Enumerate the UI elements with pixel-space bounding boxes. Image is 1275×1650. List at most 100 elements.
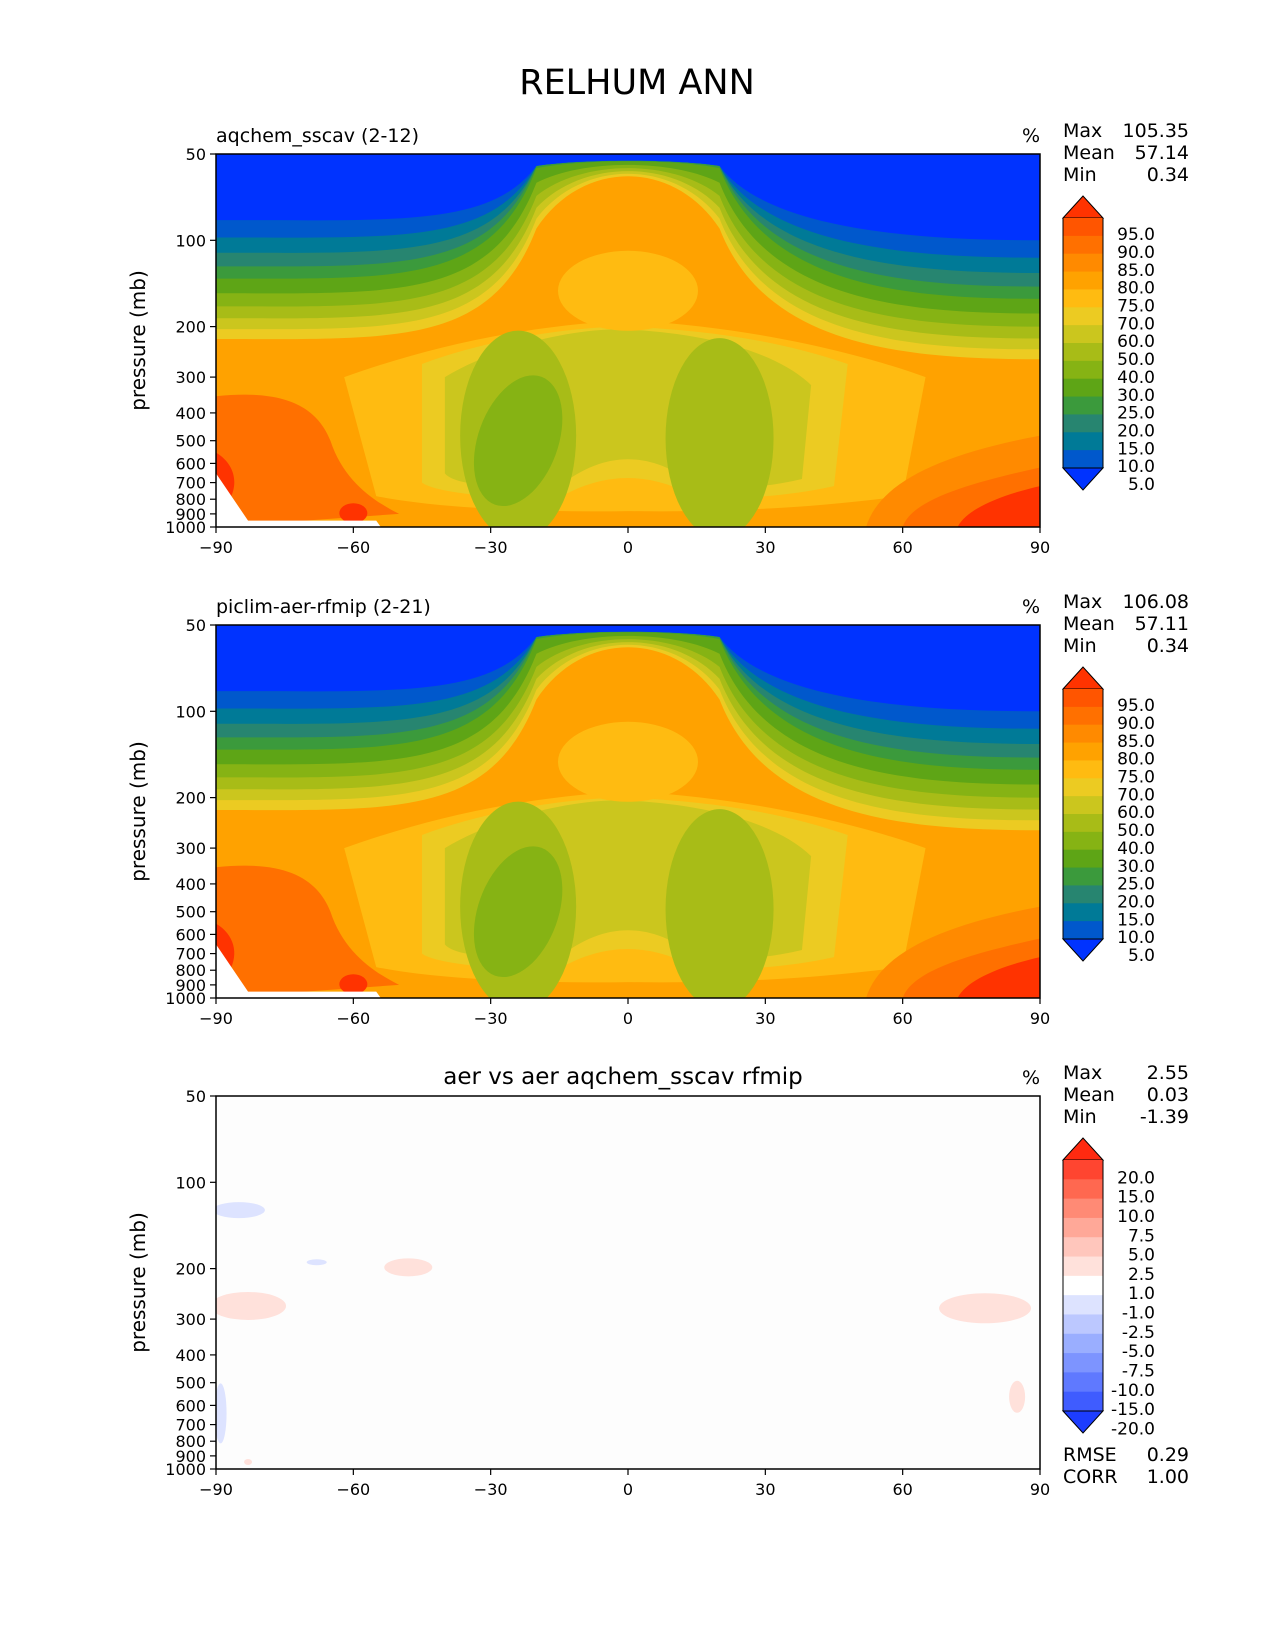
colorbar-extend-bottom: [1061, 1410, 1105, 1434]
y-tick-label: 200: [175, 318, 206, 337]
diff-patch-pos: [939, 1293, 1032, 1324]
colorbar-label: 80.0: [1117, 750, 1155, 770]
y-tick-label: 400: [175, 875, 206, 894]
y-tick-label: 1000: [165, 989, 206, 1008]
units-label: %: [1022, 1067, 1040, 1089]
panel-title: aer vs aer aqchem_sscav rfmip: [443, 1064, 802, 1090]
x-tick-label: 60: [892, 1480, 912, 1499]
colorbar-cell: [1063, 1237, 1103, 1258]
colorbar-cell: [1063, 689, 1103, 708]
colorbar-label: -10.0: [1111, 1381, 1155, 1401]
units-label: %: [1022, 125, 1040, 147]
y-tick-label: 50: [186, 616, 206, 635]
colorbar-outline: [1062, 218, 1104, 468]
x-tick-label: −90: [199, 538, 233, 557]
x-tick-label: 90: [1030, 538, 1050, 557]
colorbar-label: -15.0: [1111, 1400, 1155, 1420]
field-lobe-north-40: [665, 809, 774, 998]
colorbar-label: 20.0: [1117, 422, 1155, 442]
colorbar-label: 60.0: [1117, 332, 1155, 352]
colorbar-cell: [1063, 307, 1103, 326]
stat-label: Mean: [1063, 1084, 1115, 1106]
colorbar-label: 20.0: [1117, 893, 1155, 913]
colorbar-cell: [1063, 1217, 1103, 1238]
colorbar-outline: [1062, 689, 1104, 939]
y-tick-label: 100: [175, 1173, 206, 1192]
y-tick-label: 50: [186, 1087, 206, 1106]
stat-label: Mean: [1063, 142, 1115, 164]
colorbar-cell: [1063, 1179, 1103, 1200]
x-tick-label: 90: [1030, 1009, 1050, 1028]
stat-value: 0.34: [1147, 635, 1189, 657]
y-tick-label: 400: [175, 1346, 206, 1365]
colorbar-label: 10.0: [1117, 1207, 1155, 1227]
x-tick-label: 30: [755, 1480, 775, 1499]
chart-panel-3: aer vs aer aqchem_sscav rfmip % 50 100 200 30…: [126, 1062, 1189, 1499]
colorbar-label: 5.0: [1128, 475, 1155, 495]
x-tick-label: 30: [755, 538, 775, 557]
colorbar-label: 1.0: [1128, 1284, 1155, 1304]
colorbar-cell: [1063, 1372, 1103, 1393]
y-tick-label: 800: [175, 961, 206, 980]
topography-mask: [216, 944, 381, 998]
diff-patch-neg: [216, 1383, 227, 1444]
colorbar-cell: [1063, 235, 1103, 255]
colorbar-label: 75.0: [1117, 768, 1155, 788]
colorbar-cell: [1063, 360, 1103, 380]
colorbar-extend-bottom: [1061, 467, 1105, 491]
x-tick-label: 0: [623, 1480, 633, 1499]
colorbar-label: 95.0: [1117, 225, 1155, 245]
field-layer: [216, 154, 1040, 527]
stat-value: 105.35: [1123, 120, 1189, 142]
colorbar-label: 95.0: [1117, 696, 1155, 716]
extra-stat-value: 0.29: [1147, 1444, 1189, 1466]
colorbar-label: -20.0: [1111, 1419, 1155, 1439]
colorbar-label: 50.0: [1117, 350, 1155, 370]
colorbar-cell: [1063, 289, 1103, 308]
x-tick-label: −90: [199, 1480, 233, 1499]
diff-patch-pos: [1009, 1380, 1026, 1413]
field-base: [216, 1096, 1040, 1469]
colorbar-label: -5.0: [1122, 1342, 1155, 1362]
colorbar-label: -2.5: [1122, 1323, 1155, 1343]
colorbar-outline: [1062, 1160, 1104, 1411]
y-tick-label: 600: [175, 1396, 206, 1415]
x-tick-label: −90: [199, 1009, 233, 1028]
y-tick-label: 600: [175, 925, 206, 944]
colorbar: 95.090.085.080.075.070.060.050.040.030.0…: [1061, 666, 1155, 966]
colorbar-cell: [1063, 706, 1103, 726]
colorbar-label: 90.0: [1117, 714, 1155, 734]
x-tick-label: −30: [474, 538, 508, 557]
colorbar-label: 15.0: [1117, 1188, 1155, 1208]
colorbar-cell: [1063, 1314, 1103, 1335]
field-lobe-south-30: [473, 846, 563, 978]
colorbar-label: 25.0: [1117, 404, 1155, 424]
colorbar-label: 7.5: [1128, 1226, 1155, 1246]
y-tick-label: 100: [175, 231, 206, 250]
field-tropical-upper: [558, 721, 698, 802]
colorbar-label: 20.0: [1117, 1168, 1155, 1188]
field-south-max: [339, 974, 368, 995]
stat-value: -1.39: [1140, 1106, 1189, 1128]
colorbar-cell: [1063, 271, 1103, 290]
y-tick-label: 300: [175, 839, 206, 858]
field-tropical-upper: [558, 250, 698, 331]
y-tick-label: 600: [175, 454, 206, 473]
colorbar-label: 15.0: [1117, 439, 1155, 459]
y-axis-label: pressure (mb): [126, 270, 150, 411]
field-lobe-north-40: [665, 338, 774, 527]
field-north-95: [957, 957, 1040, 998]
stat-value: 0.03: [1147, 1084, 1189, 1106]
colorbar-cell: [1063, 849, 1103, 869]
diff-patch-pos: [244, 1458, 253, 1465]
y-tick-label: 900: [175, 1447, 206, 1466]
chart-panel-2: piclim-aer-rfmip (2-21) %5010020030040050…: [126, 591, 1189, 1028]
colorbar-extend-bottom: [1061, 938, 1105, 962]
colorbar-cell: [1063, 1333, 1103, 1354]
y-tick-label: 1000: [165, 1460, 206, 1479]
diff-patch-pos: [216, 1291, 287, 1320]
y-tick-label: 800: [175, 1432, 206, 1451]
field-south-85: [216, 865, 400, 998]
field-band-9: [216, 154, 1040, 241]
